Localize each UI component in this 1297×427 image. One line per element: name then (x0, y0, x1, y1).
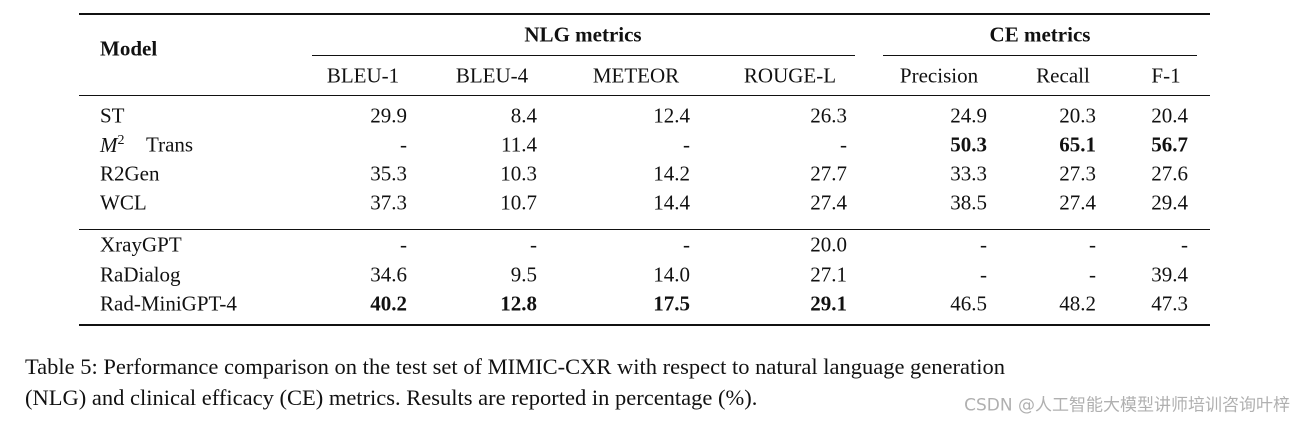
cell: 10.7 (500, 190, 537, 215)
cell: 56.7 (1151, 132, 1188, 157)
cell: 27.1 (810, 262, 847, 287)
cell: - (1089, 232, 1096, 257)
cell: - (400, 232, 407, 257)
cell: 10.3 (500, 161, 537, 186)
column-header: Recall (1036, 63, 1090, 88)
group-header: NLG metrics (524, 22, 642, 47)
cell: 17.5 (653, 291, 690, 316)
cell: 20.4 (1151, 103, 1188, 128)
cell: 20.3 (1059, 103, 1096, 128)
ce-rule (883, 55, 1197, 56)
column-header: Precision (899, 63, 979, 88)
caption: (NLG) and clinical efficacy (CE) metrics… (25, 384, 758, 410)
cell: 46.5 (950, 291, 987, 316)
cell: 29.4 (1151, 190, 1188, 215)
header-rule (79, 95, 1210, 96)
cell: 14.4 (653, 190, 690, 215)
cell: 40.2 (370, 291, 407, 316)
cell: 33.3 (950, 161, 987, 186)
cell: 27.7 (810, 161, 847, 186)
cell: - (840, 132, 847, 157)
model-header: Model (100, 36, 158, 61)
column-header: F-1 (1151, 63, 1181, 88)
cell: 24.9 (950, 103, 987, 128)
cell: 8.4 (510, 103, 537, 128)
column-header: ROUGE-L (743, 63, 837, 88)
cell: - (980, 262, 987, 287)
cell: - (980, 232, 987, 257)
cell: 47.3 (1151, 291, 1188, 316)
group-header: CE metrics (989, 22, 1091, 47)
cell: - (683, 132, 690, 157)
cell: 11.4 (501, 132, 537, 157)
bottom-rule (79, 324, 1210, 326)
cell: - (683, 232, 690, 257)
model-name: WCL (100, 190, 147, 215)
nlg-rule (312, 55, 855, 56)
cell: 14.0 (653, 262, 690, 287)
cell: - (1181, 232, 1188, 257)
model-name: R2Gen (100, 161, 160, 186)
cell: - (530, 232, 537, 257)
cell: 65.1 (1059, 132, 1096, 157)
cell: 34.6 (370, 262, 407, 287)
cell: 20.0 (810, 232, 847, 257)
cell: - (400, 132, 407, 157)
cell: 14.2 (653, 161, 690, 186)
model-name: ST (100, 103, 125, 128)
cell: 27.4 (1059, 190, 1096, 215)
cell: - (1089, 262, 1096, 287)
model-math: M2 (100, 133, 125, 157)
cell: 39.4 (1151, 262, 1188, 287)
column-header: BLEU-4 (455, 63, 529, 88)
cell: 27.6 (1151, 161, 1188, 186)
cell: 37.3 (370, 190, 407, 215)
mid-rule (79, 229, 1210, 230)
cell: 48.2 (1059, 291, 1096, 316)
cell: 35.3 (370, 161, 407, 186)
cell: 27.3 (1059, 161, 1096, 186)
cell: 29.9 (370, 103, 407, 128)
model-name: Rad-MiniGPT-4 (100, 291, 237, 316)
model-name: XrayGPT (100, 232, 182, 257)
superscript: 2 (117, 133, 125, 148)
watermark: CSDN @人工智能大模型讲师培训咨询叶梓 (964, 395, 1290, 416)
cell: 12.8 (500, 291, 537, 316)
cell: 29.1 (810, 291, 847, 316)
cell: 38.5 (950, 190, 987, 215)
cell: 9.5 (510, 262, 537, 287)
column-header: BLEU-1 (326, 63, 400, 88)
caption: Table 5: Performance comparison on the t… (25, 353, 1006, 379)
top-rule (79, 13, 1210, 15)
cell: 27.4 (810, 190, 847, 215)
cell: 50.3 (950, 132, 987, 157)
column-header: METEOR (592, 63, 680, 88)
cell: 26.3 (810, 103, 847, 128)
cell: 12.4 (653, 103, 690, 128)
model-name: Trans (146, 132, 194, 157)
model-name: RaDialog (100, 262, 181, 287)
